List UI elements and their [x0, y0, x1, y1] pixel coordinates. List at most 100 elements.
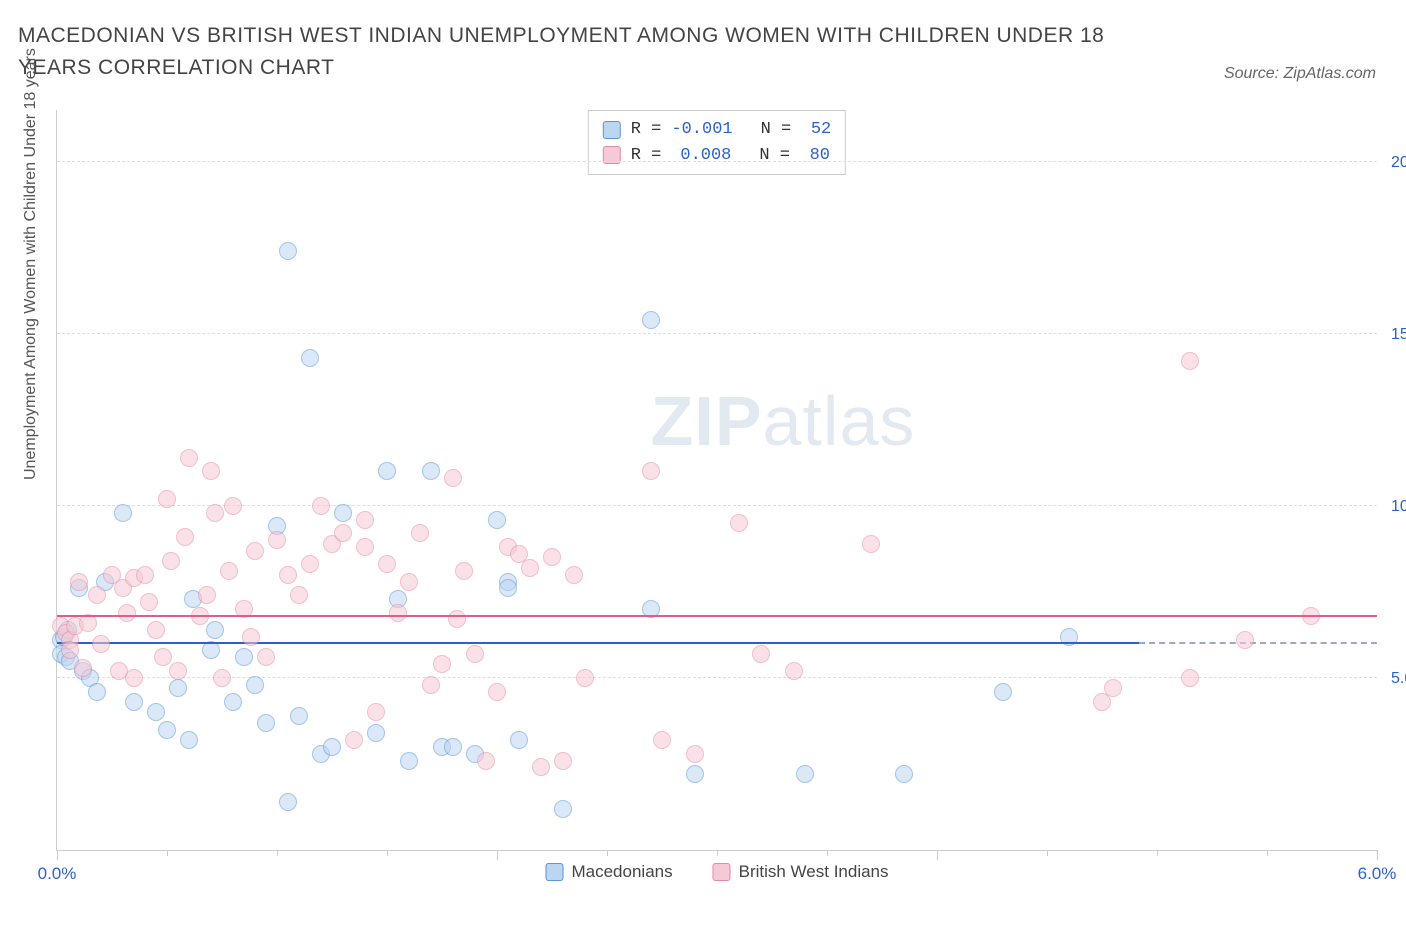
- scatter-point: [246, 542, 264, 560]
- scatter-point: [220, 562, 238, 580]
- scatter-point: [158, 721, 176, 739]
- x-axis-tick-major: [57, 850, 58, 860]
- scatter-point: [444, 469, 462, 487]
- scatter-point: [521, 559, 539, 577]
- scatter-point: [257, 714, 275, 732]
- scatter-point: [136, 566, 154, 584]
- scatter-point: [74, 659, 92, 677]
- scatter-point: [796, 765, 814, 783]
- scatter-point: [400, 752, 418, 770]
- scatter-point: [140, 593, 158, 611]
- scatter-point: [477, 752, 495, 770]
- scatter-point: [202, 462, 220, 480]
- y-axis-tick-label: 10.0%: [1379, 498, 1406, 516]
- scatter-point: [88, 586, 106, 604]
- scatter-point: [367, 703, 385, 721]
- stats-row: R =0.008N =80: [603, 143, 831, 169]
- x-axis-tick-label: 0.0%: [38, 864, 77, 884]
- x-axis-tick-minor: [277, 850, 278, 856]
- scatter-point: [88, 683, 106, 701]
- series-swatch: [603, 121, 621, 139]
- stats-row: R =-0.001N =52: [603, 117, 831, 143]
- scatter-point: [1236, 631, 1254, 649]
- scatter-point: [565, 566, 583, 584]
- trend-line: [57, 615, 1377, 617]
- correlation-stats-box: R =-0.001N =52R =0.008N =80: [588, 110, 846, 175]
- scatter-point: [92, 635, 110, 653]
- legend-item: Macedonians: [545, 862, 672, 882]
- scatter-point: [118, 604, 136, 622]
- scatter-point: [290, 707, 308, 725]
- x-axis-tick-minor: [1157, 850, 1158, 856]
- scatter-point: [448, 610, 466, 628]
- scatter-point: [312, 497, 330, 515]
- scatter-point: [499, 579, 517, 597]
- scatter-point: [455, 562, 473, 580]
- legend-swatch: [545, 863, 563, 881]
- scatter-plot-area: ZIPatlas R =-0.001N =52R =0.008N =80 Mac…: [56, 110, 1377, 851]
- watermark: ZIPatlas: [651, 381, 916, 461]
- scatter-point: [114, 504, 132, 522]
- scatter-point: [686, 745, 704, 763]
- scatter-point: [422, 462, 440, 480]
- x-axis-tick-label: 6.0%: [1358, 864, 1397, 884]
- legend-label: Macedonians: [571, 862, 672, 882]
- scatter-point: [206, 621, 224, 639]
- scatter-point: [642, 462, 660, 480]
- scatter-point: [334, 524, 352, 542]
- scatter-point: [180, 449, 198, 467]
- scatter-point: [554, 752, 572, 770]
- scatter-point: [400, 573, 418, 591]
- x-axis-tick-minor: [1047, 850, 1048, 856]
- scatter-point: [653, 731, 671, 749]
- scatter-point: [198, 586, 216, 604]
- scatter-point: [543, 548, 561, 566]
- stat-r-label: R =: [631, 117, 662, 143]
- scatter-point: [686, 765, 704, 783]
- scatter-point: [994, 683, 1012, 701]
- y-axis-tick-label: 5.0%: [1379, 670, 1406, 688]
- stat-n-label: N =: [761, 117, 792, 143]
- scatter-point: [433, 655, 451, 673]
- scatter-point: [125, 669, 143, 687]
- scatter-point: [169, 662, 187, 680]
- scatter-point: [1181, 669, 1199, 687]
- scatter-point: [510, 731, 528, 749]
- scatter-point: [224, 693, 242, 711]
- scatter-point: [268, 531, 286, 549]
- x-axis-tick-major: [1377, 850, 1378, 860]
- scatter-point: [554, 800, 572, 818]
- x-axis-tick-minor: [387, 850, 388, 856]
- scatter-point: [279, 566, 297, 584]
- scatter-point: [301, 555, 319, 573]
- series-legend: MacedoniansBritish West Indians: [545, 862, 888, 882]
- stat-n-value: 80: [800, 143, 830, 169]
- x-axis-tick-minor: [607, 850, 608, 856]
- x-axis-tick-minor: [167, 850, 168, 856]
- scatter-point: [301, 349, 319, 367]
- trend-line-dashed: [1139, 642, 1377, 644]
- scatter-point: [1181, 352, 1199, 370]
- source-attribution: Source: ZipAtlas.com: [1224, 65, 1376, 83]
- scatter-point: [323, 738, 341, 756]
- stat-n-value: 52: [801, 117, 831, 143]
- x-axis-tick-minor: [1267, 850, 1268, 856]
- scatter-point: [147, 703, 165, 721]
- scatter-point: [180, 731, 198, 749]
- scatter-point: [242, 628, 260, 646]
- scatter-point: [356, 538, 374, 556]
- x-axis-tick-minor: [717, 850, 718, 856]
- scatter-point: [378, 555, 396, 573]
- scatter-point: [279, 793, 297, 811]
- grid-line-horizontal: [57, 505, 1377, 506]
- scatter-point: [224, 497, 242, 515]
- scatter-point: [730, 514, 748, 532]
- y-axis-tick-label: 15.0%: [1379, 326, 1406, 344]
- scatter-point: [411, 524, 429, 542]
- grid-line-horizontal: [57, 161, 1377, 162]
- y-axis-tick-label: 20.0%: [1379, 154, 1406, 172]
- scatter-point: [862, 535, 880, 553]
- scatter-point: [576, 669, 594, 687]
- y-axis-label: Unemployment Among Women with Children U…: [22, 48, 40, 480]
- chart-title: MACEDONIAN VS BRITISH WEST INDIAN UNEMPL…: [18, 20, 1118, 83]
